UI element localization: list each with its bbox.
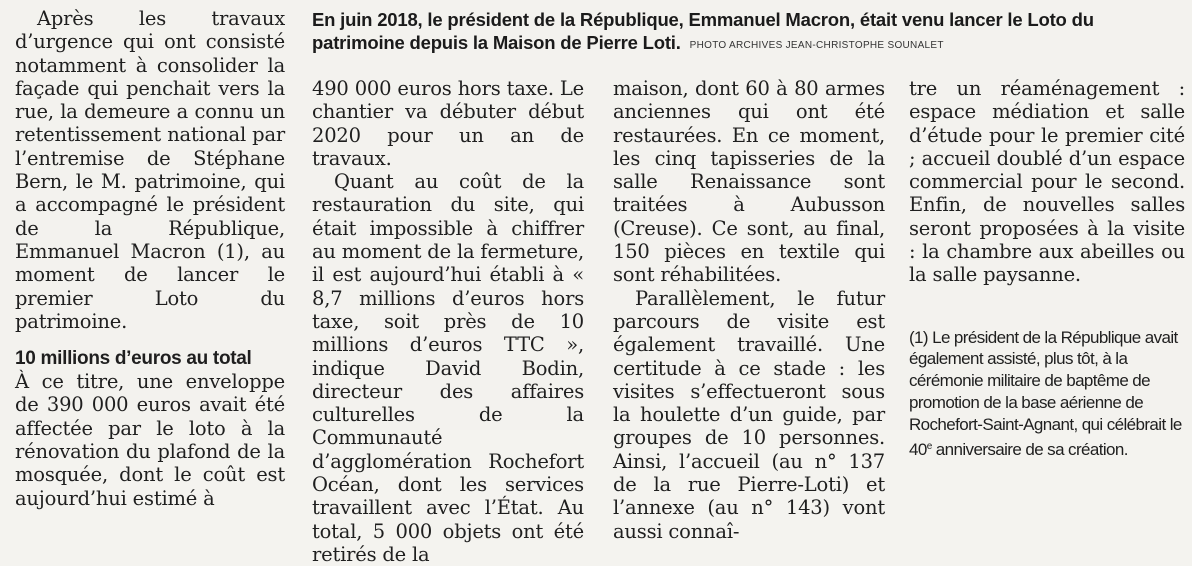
footnote: (1) Le président de la République avait …: [909, 327, 1185, 461]
article-paragraph: maison, dont 60 à 80 armes anciennes qui…: [613, 77, 885, 287]
article-paragraph: Après les travaux d’urgence qui ont cons…: [15, 7, 285, 333]
article-paragraph: tre un réaménagement : espace médiation …: [909, 77, 1185, 287]
article-column-3: maison, dont 60 à 80 armes anciennes qui…: [613, 77, 885, 543]
article-paragraph: Parallèlement, le futur parcours de visi…: [613, 286, 885, 543]
photo-credit: PHOTO ARCHIVES JEAN-CHRISTOPHE SOUNALET: [689, 40, 944, 51]
article-paragraph: À ce titre, une enveloppe de 390 000 eur…: [15, 370, 285, 510]
photo-caption-text: En juin 2018, le président de la Républi…: [312, 9, 1094, 53]
article-subheading: 10 millions d’euros au total: [15, 348, 252, 370]
article-column-4: tre un réaménagement : espace médiation …: [909, 77, 1185, 460]
photo-caption: En juin 2018, le président de la Républi…: [312, 8, 1182, 57]
article-column-1: Après les travaux d’urgence qui ont cons…: [15, 7, 285, 510]
newspaper-page: En juin 2018, le président de la Républi…: [15, 7, 1186, 566]
article-paragraph: Quant au coût de la restauration du site…: [312, 170, 584, 566]
article-paragraph: 490 000 euros hors taxe. Le chantier va …: [312, 77, 584, 170]
article-column-2: 490 000 euros hors taxe. Le chantier va …: [312, 77, 584, 566]
footnote-text-end: anniversaire de sa création.: [931, 439, 1129, 459]
